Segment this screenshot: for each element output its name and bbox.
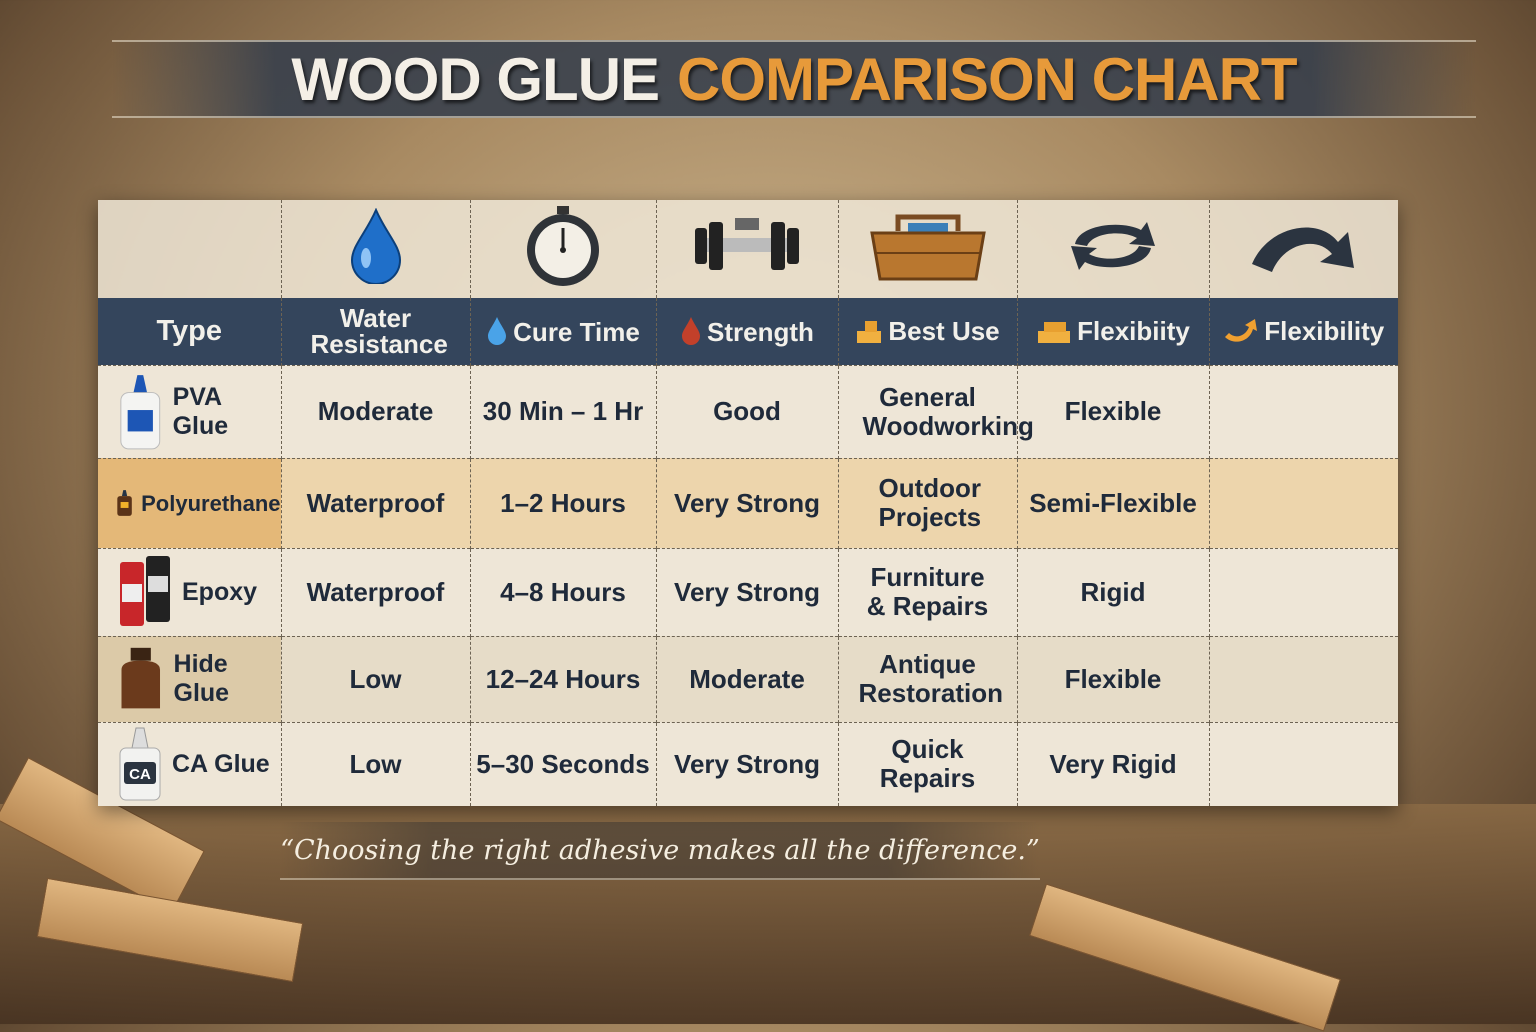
title-part1: WOOD GLUE [291,45,660,113]
table-row: PVA Glue Moderate 30 Min – 1 Hr Good Gen… [98,364,1398,458]
comparison-table: Type Water Resistance Cure Time Strength… [98,200,1398,806]
table-row: Epoxy Waterproof 4–8 Hours Very Strong F… [98,547,1398,636]
title-banner: WOOD GLUE COMPARISON CHART [112,40,1476,118]
blocks-icon [1038,321,1071,343]
hide-glue-jar-icon [121,647,161,709]
toolbox-icon [837,200,1017,298]
header-row: Type Water Resistance Cure Time Strength… [98,298,1398,365]
header-type: Type [98,298,281,365]
epoxy-tubes-icon [120,556,170,626]
red-drop-icon [682,317,701,346]
rotate-arrows-icon [1016,200,1209,298]
table-row: Hide Glue Low 12–24 Hours Moderate Antiq… [98,635,1398,722]
title-part2: COMPARISON CHART [677,45,1298,113]
header-flexibiity: Flexibiity [1016,298,1209,365]
header-water-resistance: Water Resistance [280,298,470,365]
quote: “Choosing the right adhesive makes all t… [280,822,1040,880]
blocks-icon [857,321,882,344]
stopwatch-icon [469,200,656,298]
pva-bottle-icon [120,374,161,449]
ca-glue-bottle-icon: CA [119,727,161,801]
header-flexibility: Flexibility [1208,298,1398,365]
water-drop-icon [280,200,470,298]
table-row: Polyurethane Waterproof 1–2 Hours Very S… [98,457,1398,548]
curved-arrow-icon [1225,318,1258,342]
icon-row [98,200,1398,298]
header-best-use: Best Use [837,298,1017,365]
curved-arrow-icon [1208,200,1398,298]
header-cure-time: Cure Time [469,298,656,365]
dumbbell-icon [655,200,838,298]
polyurethane-bottle-icon [117,490,132,516]
header-strength: Strength [655,298,838,365]
ca-label: CA [129,766,151,783]
water-drop-icon [488,317,507,346]
table-row: CA CA Glue Low 5–30 Seconds Very Strong Q… [98,721,1398,806]
